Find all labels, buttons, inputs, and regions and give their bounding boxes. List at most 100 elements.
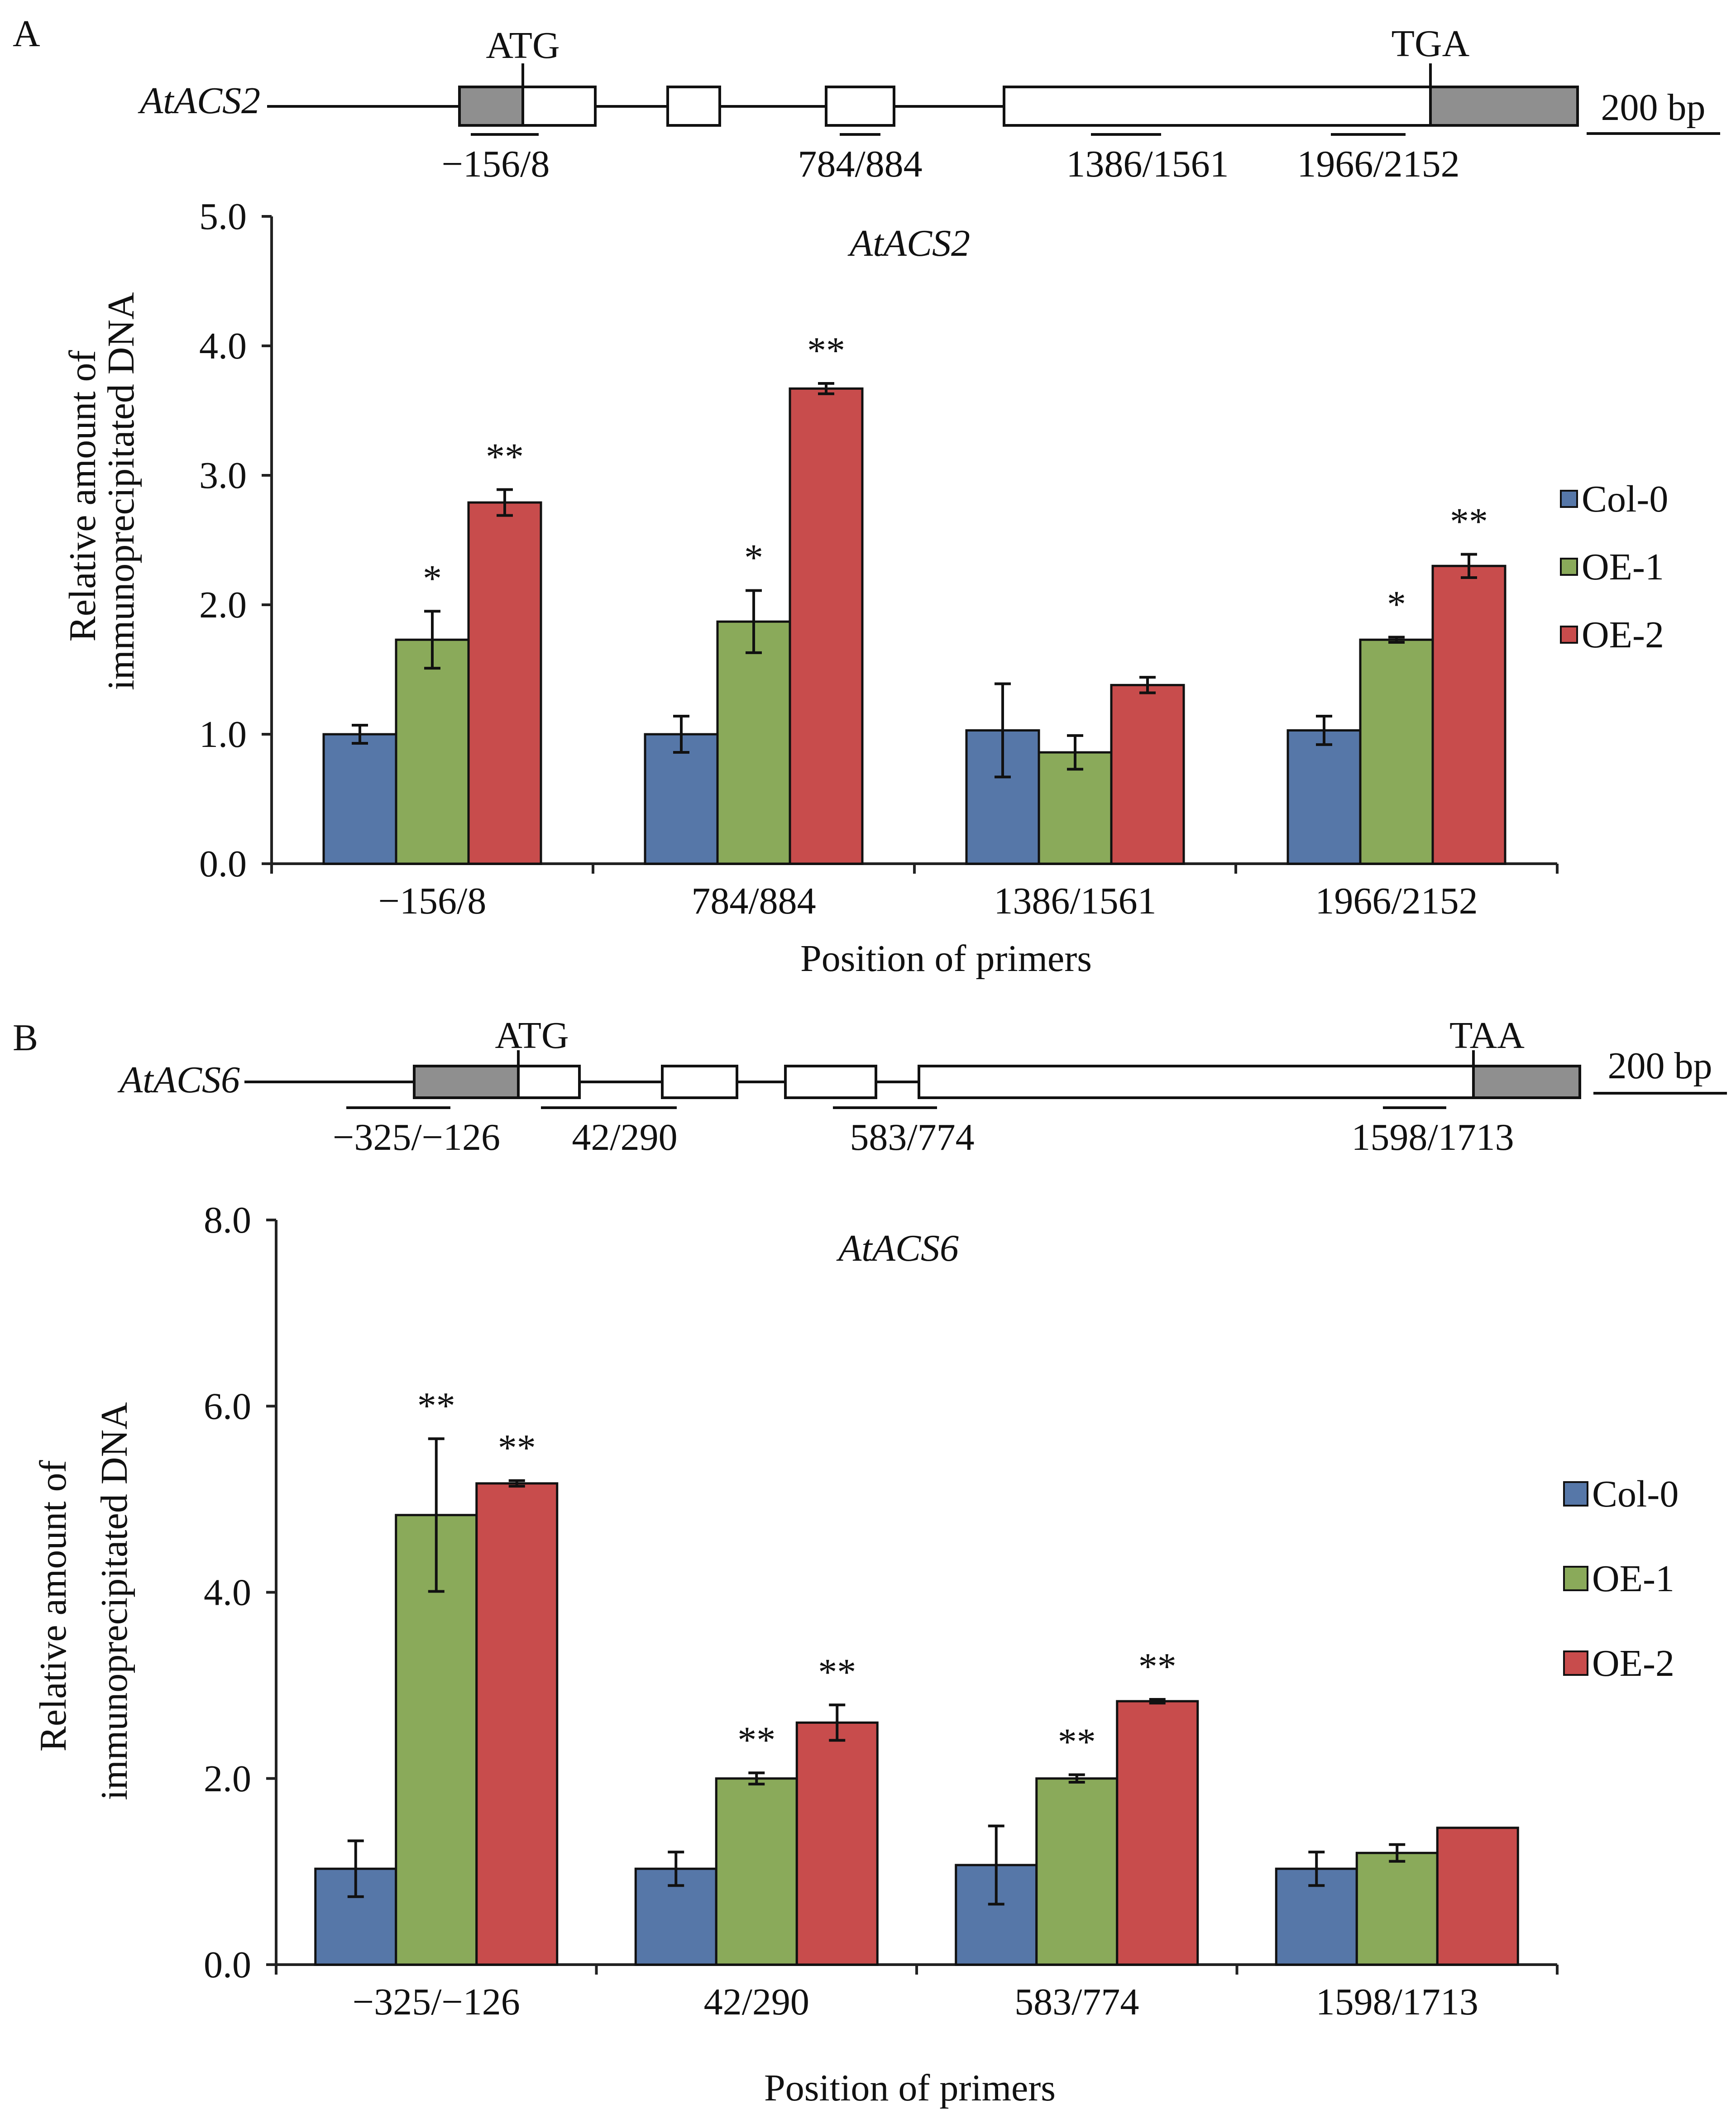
significance-mark: ** [1450, 500, 1488, 542]
chart-a-plot: 0.0 1.0 2.0 3.0 4.0 5.0 −156/8 784/884 1386/1561… [199, 196, 1559, 922]
primer-label-b-4: 1598/1713 [1351, 1116, 1514, 1158]
legend-b: Col-0 OE-1 OE-2 [1563, 1473, 1679, 1684]
panel-a: A AtACS2 ATG TGA 200 bp −156/8 784/884 1… [13, 13, 1720, 980]
bar-oe-1-4 [1355, 1851, 1439, 1966]
y-axis-label-a-line-1: Relative amount of [62, 350, 104, 642]
significance-mark: ** [737, 1719, 775, 1761]
bar-oe-1-1 [395, 638, 470, 865]
y-tick-label: 4.0 [199, 325, 247, 367]
y-tick-label: 2.0 [199, 584, 247, 626]
y-tick-label: 0.0 [204, 1944, 251, 1986]
exon-1-a [521, 86, 597, 127]
utr-5-a [458, 86, 524, 127]
stop-codon-label-b: TAA [1449, 1014, 1525, 1057]
legend-label-oe-1: OE-1 [1592, 1558, 1674, 1600]
scale-label-b: 200 bp [1608, 1045, 1712, 1087]
gene-name-b: AtACS6 [117, 1059, 240, 1101]
gene-map-b: AtACS6 ATG TAA 200 bp −325/−126 42/290 5… [117, 1014, 1727, 1158]
legend-swatch-oe-2 [1563, 1650, 1588, 1676]
x-tick-label: 1386/1561 [994, 880, 1156, 922]
bar-oe-2-3 [1116, 1700, 1199, 1966]
bar-oe-2-3 [1110, 684, 1185, 865]
bar-oe-1-2 [715, 1777, 798, 1966]
exon-1-b [517, 1065, 581, 1099]
x-axis-label-b: Position of primers [764, 2067, 1056, 2109]
x-tick-label: 1966/2152 [1315, 880, 1478, 922]
primer-label-b-3: 583/774 [850, 1116, 974, 1158]
exon-3-a [825, 86, 895, 127]
legend-label-col-0: Col-0 [1592, 1473, 1679, 1515]
legend-swatch-oe-1 [1560, 558, 1578, 576]
y-axis-label-b-line-2: immunoprecipitated DNA [93, 1402, 135, 1800]
utr-3-a [1429, 86, 1579, 127]
chart-a: AtACS2 Relative amount of immunoprecipit… [62, 196, 1668, 980]
gene-map-a: AtACS2 ATG TGA 200 bp −156/8 784/884 138… [138, 23, 1720, 185]
panel-label-b: B [13, 1017, 38, 1059]
bar-oe-2-1 [475, 1482, 559, 1966]
legend-label-oe-1: OE-1 [1582, 546, 1664, 588]
bar-oe-2-4 [1436, 1827, 1519, 1966]
bar-oe-1-3 [1035, 1777, 1119, 1966]
legend-label-oe-2: OE-2 [1592, 1642, 1674, 1684]
significance-mark: ** [818, 1651, 856, 1693]
significance-mark: * [744, 537, 763, 579]
chart-b: AtACS6 Relative amount of immunoprecipit… [32, 1199, 1679, 2109]
y-axis-label-b-line-1: Relative amount of [32, 1460, 74, 1752]
significance-mark: ** [1138, 1645, 1176, 1688]
exon-2-a [666, 86, 721, 127]
legend-label-oe-2: OE-2 [1582, 614, 1664, 656]
y-axis-label-b: Relative amount of immunoprecipitated DN… [32, 1402, 135, 1800]
bar-col-0-4 [1286, 729, 1362, 865]
exon-3-b [784, 1065, 877, 1099]
gene-name-a: AtACS2 [138, 80, 260, 122]
legend-swatch-col-0 [1563, 1481, 1588, 1507]
y-tick-label: 6.0 [204, 1385, 251, 1427]
y-tick-label: 1.0 [199, 713, 247, 756]
primer-label-b-1: −325/−126 [333, 1116, 500, 1158]
utr-5-b [413, 1065, 520, 1099]
bar-col-0-1 [322, 733, 397, 865]
y-tick-label: 8.0 [204, 1199, 251, 1241]
legend-swatch-oe-2 [1560, 626, 1578, 644]
legend-swatch-oe-1 [1563, 1566, 1588, 1591]
panel-b: B AtACS6 ATG TAA 200 bp −325/−126 42/290… [13, 1014, 1727, 2109]
x-tick-label: −156/8 [378, 880, 487, 922]
x-tick-label: 42/290 [704, 1981, 809, 2023]
legend-swatch-col-0 [1560, 490, 1578, 508]
y-tick-label: 2.0 [204, 1758, 251, 1800]
bar-oe-1-4 [1359, 638, 1434, 865]
x-tick-label: 583/774 [1014, 1981, 1139, 2023]
start-codon-label-a: ATG [486, 24, 560, 67]
primer-label-a-4: 1966/2152 [1297, 143, 1459, 185]
utr-3-b [1472, 1065, 1581, 1099]
x-axis-label-a: Position of primers [800, 938, 1092, 980]
scale-label-a: 200 bp [1601, 86, 1706, 129]
legend-label-col-0: Col-0 [1582, 478, 1668, 520]
significance-mark: * [423, 557, 442, 599]
exon-4-a [1003, 86, 1432, 127]
significance-mark: * [1387, 584, 1406, 626]
significance-mark: ** [807, 330, 845, 372]
y-tick-label: 0.0 [199, 843, 247, 885]
primer-label-a-2: 784/884 [798, 143, 922, 185]
primer-label-a-1: −156/8 [442, 143, 550, 185]
panel-label-a: A [13, 13, 40, 55]
significance-mark: ** [498, 1427, 536, 1469]
y-tick-label: 4.0 [204, 1572, 251, 1614]
chart-title-a: AtACS2 [847, 222, 970, 264]
primer-label-b-2: 42/290 [572, 1116, 677, 1158]
significance-mark: ** [1058, 1721, 1096, 1763]
start-codon-label-b: ATG [495, 1014, 569, 1057]
bar-oe-2-1 [467, 501, 542, 865]
bar-oe-1-3 [1038, 751, 1113, 865]
bar-oe-2-4 [1431, 564, 1506, 865]
stop-codon-label-a: TGA [1392, 23, 1470, 65]
legend-a: Col-0 OE-1 OE-2 [1560, 478, 1668, 656]
bar-oe-2-2 [795, 1721, 879, 1966]
exon-2-b [661, 1065, 738, 1099]
x-tick-label: −325/−126 [353, 1981, 520, 2023]
y-axis-label-a: Relative amount of immunoprecipitated DN… [62, 292, 142, 690]
bar-oe-1-2 [716, 620, 791, 865]
exon-4-b [918, 1065, 1475, 1099]
